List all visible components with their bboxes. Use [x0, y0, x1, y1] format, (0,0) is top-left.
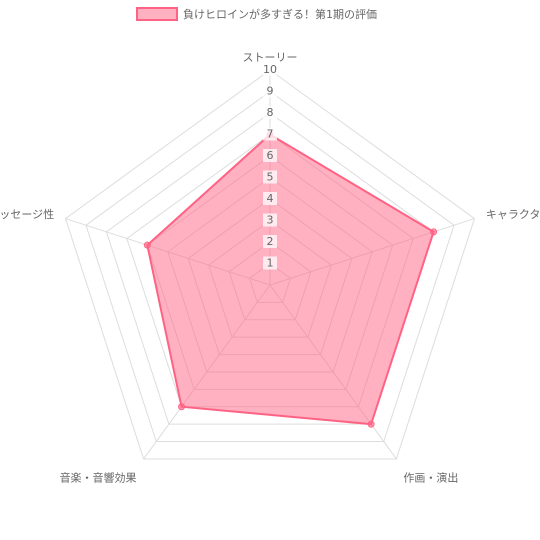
- tick-backdrop: [263, 192, 277, 205]
- grid-ring: [85, 90, 455, 443]
- tick-backdrop: [263, 235, 277, 248]
- grid-ring: [105, 112, 435, 425]
- tick-label: 9: [267, 85, 274, 98]
- tick-backdrop: [263, 170, 277, 184]
- category-label: 作画・演出: [403, 471, 458, 485]
- tick-backdrop: [263, 256, 277, 270]
- category-label: 音楽・音響効果: [60, 471, 137, 485]
- tick-backdrop: [263, 84, 277, 98]
- tick-label: 7: [267, 128, 274, 141]
- tick-label: 1: [267, 257, 274, 270]
- tick-backdrop: [263, 106, 277, 119]
- data-point: [430, 228, 438, 236]
- series-area: [146, 133, 435, 426]
- tick-label: 6: [267, 149, 274, 162]
- legend-swatch: [136, 7, 178, 21]
- data-point: [178, 403, 186, 411]
- tick-label: 8: [267, 106, 274, 119]
- tick-label: 2: [267, 235, 274, 248]
- grid-ring: [64, 69, 476, 460]
- tick-backdrop: [263, 127, 277, 141]
- tick-label: 4: [267, 192, 274, 205]
- data-point: [367, 420, 375, 428]
- tick-label: 10: [263, 63, 277, 76]
- category-label: メッセージ性: [0, 207, 54, 221]
- legend-label: 負けヒロインが多すぎる！第1期の評価: [183, 7, 377, 21]
- category-label: キャラクター: [486, 208, 540, 221]
- tick-label: 3: [267, 214, 274, 227]
- tick-label: 5: [267, 171, 274, 184]
- data-point: [143, 241, 151, 249]
- tick-backdrop: [263, 63, 277, 76]
- category-label: ストーリー: [243, 51, 298, 64]
- tick-backdrop: [263, 213, 277, 227]
- tick-backdrop: [263, 149, 277, 162]
